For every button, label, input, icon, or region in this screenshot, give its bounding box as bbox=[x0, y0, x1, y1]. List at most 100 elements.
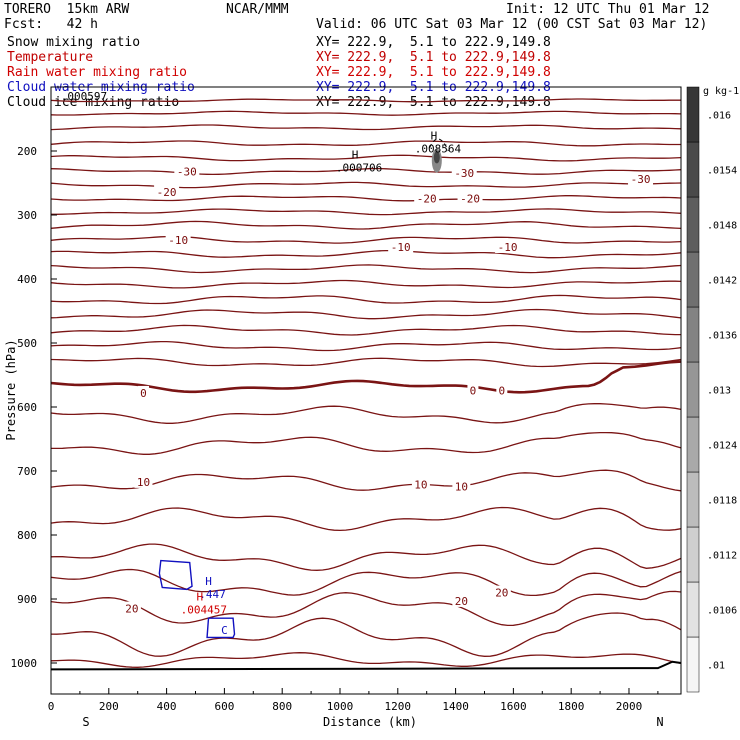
y-tick-label: 600 bbox=[17, 401, 37, 414]
contour-label: -30 bbox=[177, 165, 197, 178]
isotherm-line bbox=[50, 590, 682, 627]
extremum-mark: H bbox=[197, 590, 204, 603]
x-tick-label: 1000 bbox=[327, 700, 354, 713]
y-tick-label: 300 bbox=[17, 209, 37, 222]
isotherm-line bbox=[50, 264, 682, 274]
colorbar-label: .0136 bbox=[707, 331, 737, 342]
isotherm-line bbox=[50, 360, 682, 394]
isotherm-line bbox=[50, 124, 682, 131]
isotherm-line bbox=[50, 181, 682, 189]
north-label: N bbox=[656, 715, 663, 729]
contour-label: 10 bbox=[137, 476, 150, 489]
contour-label: 0 bbox=[499, 384, 506, 397]
contour-label-bg bbox=[174, 164, 200, 178]
x-tick-label: 1800 bbox=[558, 700, 585, 713]
isotherm-line bbox=[50, 652, 682, 668]
contour-label: 0 bbox=[470, 384, 477, 397]
y-tick-label: 800 bbox=[17, 529, 37, 542]
x-tick-label: 2000 bbox=[616, 700, 643, 713]
colorbar-segment bbox=[686, 251, 700, 308]
isotherm-line bbox=[50, 110, 682, 116]
isotherm-line bbox=[50, 279, 682, 289]
snow-maximum-core bbox=[433, 151, 440, 164]
isotherm-line bbox=[50, 154, 682, 162]
contour-label-bg bbox=[134, 474, 153, 488]
isotherm-line bbox=[50, 324, 681, 336]
y-tick-label: 500 bbox=[17, 337, 37, 350]
contour-label: 10 bbox=[414, 478, 427, 491]
contour-label-bg bbox=[496, 383, 508, 397]
isotherm-line bbox=[50, 612, 682, 657]
contour-labels: -30 -30 -30-20 -20 -20-10-10 -100 0 010 10 102020… bbox=[61, 90, 654, 637]
extremum-mark: C bbox=[221, 624, 228, 637]
field-name-snow: Snow mixing ratio bbox=[7, 35, 141, 50]
contour-label-bg bbox=[457, 191, 483, 205]
colorbar-label: .0154 bbox=[707, 166, 737, 177]
contour-label-bg bbox=[165, 232, 191, 246]
field-xy-temperature: XY= 222.9, 5.1 to 222.9,149.8 bbox=[316, 50, 551, 65]
x-tick-label: 200 bbox=[99, 700, 119, 713]
isotherm-line bbox=[50, 469, 682, 492]
isotherm-line bbox=[51, 431, 682, 455]
fcst-label: Fcst: 42 h bbox=[4, 17, 98, 32]
y-axis-title: Pressure (hPa) bbox=[4, 339, 18, 440]
colorbar-segment bbox=[686, 416, 700, 473]
colorbar-units: g kg-1 bbox=[703, 86, 739, 97]
isotherm-line bbox=[50, 140, 681, 147]
isotherm-line bbox=[50, 340, 682, 352]
field-xy-snow: XY= 222.9, 5.1 to 222.9,149.8 bbox=[316, 35, 551, 50]
colorbar-label: .0118 bbox=[707, 496, 737, 507]
model-label: TORERO 15km ARW bbox=[4, 2, 130, 17]
colorbar-segment bbox=[686, 526, 700, 583]
isotherm-line bbox=[50, 543, 682, 571]
extremum-value: .000706 bbox=[336, 162, 382, 175]
contour-label: 10 bbox=[455, 480, 468, 493]
y-tick-label: 200 bbox=[17, 145, 37, 158]
field-xy-cloud-ice: XY= 222.9, 5.1 to 222.9,149.8 bbox=[316, 95, 551, 110]
hydrometeor-features bbox=[158, 138, 449, 639]
x-axis-title: Distance (km) bbox=[323, 715, 417, 729]
contour-label-bg bbox=[451, 165, 477, 179]
isotherm-line bbox=[50, 220, 682, 230]
extremum-value: .000597 bbox=[61, 90, 107, 103]
y-tick-label: 900 bbox=[17, 593, 37, 606]
y-tick-label: 1000 bbox=[11, 657, 38, 670]
contour-label-bg bbox=[411, 477, 430, 491]
contour-label: 20 bbox=[125, 603, 138, 616]
colorbar-label: .013 bbox=[707, 386, 731, 397]
axes: 0 200 400 600 800 1000 1200 1400 1600 1800 2000200… bbox=[4, 145, 664, 729]
contour-label: 20 bbox=[495, 587, 508, 600]
contour-label-bg bbox=[467, 383, 479, 397]
contour-label: -30 bbox=[631, 173, 651, 186]
cloud-water-contour bbox=[206, 617, 236, 639]
terrain-line bbox=[50, 660, 682, 671]
x-tick-label: 1400 bbox=[442, 700, 469, 713]
contour-label: 0 bbox=[140, 387, 147, 400]
x-tick-label: 1200 bbox=[385, 700, 412, 713]
colorbar-segment bbox=[686, 86, 700, 143]
extremum-mark: H bbox=[352, 149, 359, 162]
contour-label: -30 bbox=[454, 167, 474, 180]
x-tick-label: 400 bbox=[157, 700, 177, 713]
south-label: S bbox=[82, 715, 89, 729]
isotherm-line bbox=[50, 249, 682, 259]
colorbar-segment bbox=[686, 636, 700, 693]
contour-label: -10 bbox=[168, 234, 188, 247]
colorbar-label: .0106 bbox=[707, 606, 737, 617]
x-tick-label: 0 bbox=[48, 700, 55, 713]
field-name-cloud-ice: Cloud ice mixing ratio bbox=[7, 95, 180, 110]
isotherm-line bbox=[50, 294, 682, 305]
contour-label-bg bbox=[122, 601, 141, 615]
isotherm-line bbox=[50, 403, 682, 424]
cloud-water-contour bbox=[158, 559, 193, 591]
colorbar-label: .0142 bbox=[707, 276, 737, 287]
colorbar-segment bbox=[686, 581, 700, 638]
extremum-mark: H bbox=[431, 129, 438, 142]
isotherm-line bbox=[50, 98, 681, 103]
y-tick-label: 700 bbox=[17, 465, 37, 478]
colorbar-label: .016 bbox=[707, 111, 731, 122]
colorbar: .01 .0106 .0112 .0118 .0124 .013 .0136 .0142 .01… bbox=[686, 86, 739, 693]
colorbar-label: .01 bbox=[707, 661, 725, 672]
isotherm-line bbox=[51, 208, 682, 216]
isotherm-line bbox=[50, 195, 682, 202]
